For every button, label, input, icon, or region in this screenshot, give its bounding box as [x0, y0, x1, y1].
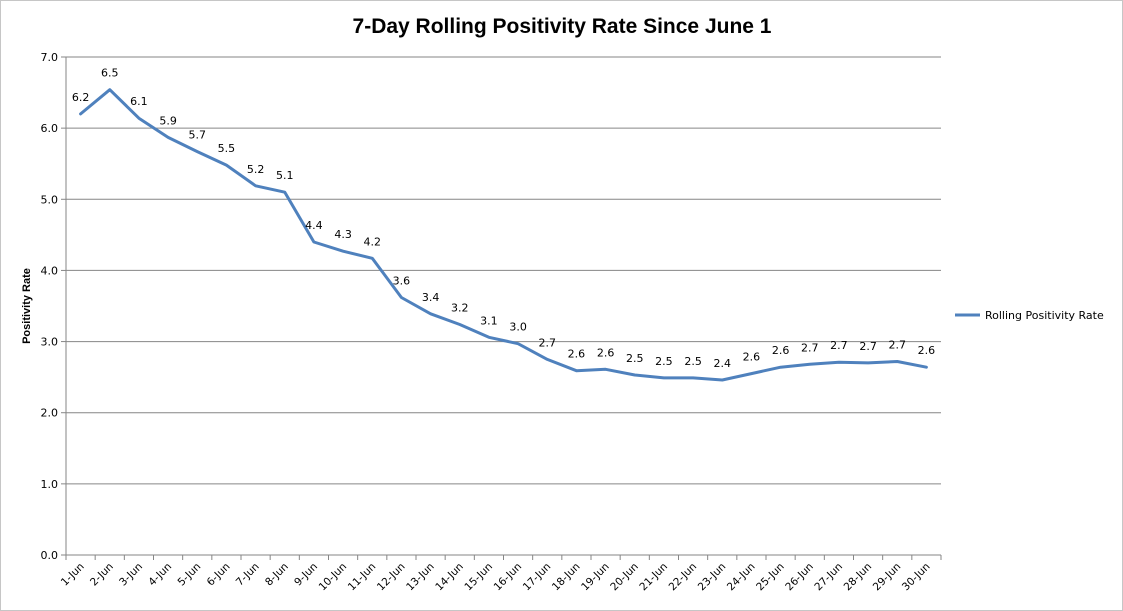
data-label: 2.5	[655, 355, 673, 368]
x-tick-label: 5-Jun	[175, 561, 203, 589]
x-tick-label: 25-Jun	[754, 561, 787, 594]
x-tick-label: 4-Jun	[146, 561, 174, 589]
data-label: 6.1	[130, 95, 148, 108]
x-tick-label: 28-Jun	[842, 561, 875, 594]
x-tick-label: 23-Jun	[696, 561, 729, 594]
x-tick-label: 3-Jun	[117, 561, 145, 589]
data-label: 5.5	[218, 142, 236, 155]
data-label: 2.5	[626, 352, 644, 365]
data-label: 2.7	[801, 341, 819, 354]
y-tick-label: 0.0	[41, 549, 59, 562]
series-rolling-positivity-rate	[79, 88, 928, 382]
x-tick-label: 10-Jun	[317, 561, 350, 594]
y-axis-ticks: 0.0 1.0 2.0 3.0 4.0 5.0 6.0 7.0	[41, 51, 59, 562]
data-label: 5.1	[276, 169, 294, 182]
legend-label: Rolling Positivity Rate	[985, 309, 1104, 322]
data-label: 2.5	[684, 355, 702, 368]
x-tick-label: 17-Jun	[521, 561, 554, 594]
x-tick-label: 7-Jun	[234, 561, 262, 589]
data-label: 2.6	[918, 344, 936, 357]
data-label: 3.2	[451, 301, 469, 314]
data-label: 4.3	[334, 228, 352, 241]
data-label: 3.1	[480, 314, 498, 327]
x-tick-label: 30-Jun	[900, 561, 933, 594]
data-labels: 6.2 6.5 6.1 5.9 5.7 5.5 5.2 5.1 4.4 4.3 4.2 3.6 3.4 3…	[72, 67, 935, 370]
x-tick-label: 22-Jun	[667, 561, 700, 594]
data-label: 5.7	[189, 129, 207, 142]
x-tick-label: 13-Jun	[404, 561, 437, 594]
y-tick-label: 4.0	[41, 264, 59, 277]
y-tick-label: 2.0	[41, 407, 59, 420]
y-tick-label: 1.0	[41, 478, 59, 491]
data-label: 5.2	[247, 163, 265, 176]
data-label: 3.0	[509, 321, 527, 334]
x-tick-label: 1-Jun	[59, 561, 87, 589]
data-label: 4.2	[364, 235, 382, 248]
x-tick-label: 29-Jun	[871, 561, 904, 594]
x-tick-label: 12-Jun	[375, 561, 408, 594]
data-label: 2.7	[889, 338, 907, 351]
gridlines	[66, 56, 941, 485]
x-tick-label: 27-Jun	[812, 561, 845, 594]
y-tick-label: 7.0	[41, 51, 59, 64]
y-tick-label: 3.0	[41, 336, 59, 349]
axes	[61, 56, 942, 560]
x-tick-label: 2-Jun	[88, 561, 116, 589]
x-tick-label: 6-Jun	[205, 561, 233, 589]
series-line	[79, 88, 928, 382]
x-tick-label: 11-Jun	[346, 561, 379, 594]
data-label: 2.7	[539, 336, 557, 349]
data-label: 3.6	[393, 274, 411, 287]
x-tick-label: 16-Jun	[492, 561, 525, 594]
data-label: 6.5	[101, 67, 119, 80]
x-tick-label: 18-Jun	[550, 561, 583, 594]
legend: Rolling Positivity Rate	[955, 309, 1104, 322]
x-tick-label: 24-Jun	[725, 561, 758, 594]
chart-title: 7-Day Rolling Positivity Rate Since June…	[353, 15, 772, 38]
data-label: 2.6	[597, 346, 615, 359]
x-tick-label: 15-Jun	[462, 561, 495, 594]
y-tick-label: 5.0	[41, 193, 59, 206]
x-tick-label: 26-Jun	[783, 561, 816, 594]
data-label: 4.4	[305, 219, 323, 232]
x-tick-label: 8-Jun	[263, 561, 291, 589]
data-label: 2.7	[859, 340, 877, 353]
data-label: 2.6	[743, 351, 761, 364]
data-label: 2.7	[830, 339, 848, 352]
data-label: 2.6	[772, 344, 790, 357]
data-label: 5.9	[159, 114, 177, 127]
y-tick-label: 6.0	[41, 122, 59, 135]
x-tick-label: 20-Jun	[608, 561, 641, 594]
x-tick-label: 14-Jun	[433, 561, 466, 594]
data-label: 3.4	[422, 291, 440, 304]
x-tick-label: 19-Jun	[579, 561, 612, 594]
y-axis-label: Positivity Rate	[21, 268, 33, 344]
data-label: 2.6	[568, 348, 586, 361]
data-label: 2.4	[714, 357, 732, 370]
x-tick-label: 21-Jun	[637, 561, 670, 594]
data-label: 6.2	[72, 91, 90, 104]
x-axis-ticks: 1-Jun 2-Jun 3-Jun 4-Jun 5-Jun 6-Jun 7-Jun 8-Jun…	[59, 561, 933, 594]
